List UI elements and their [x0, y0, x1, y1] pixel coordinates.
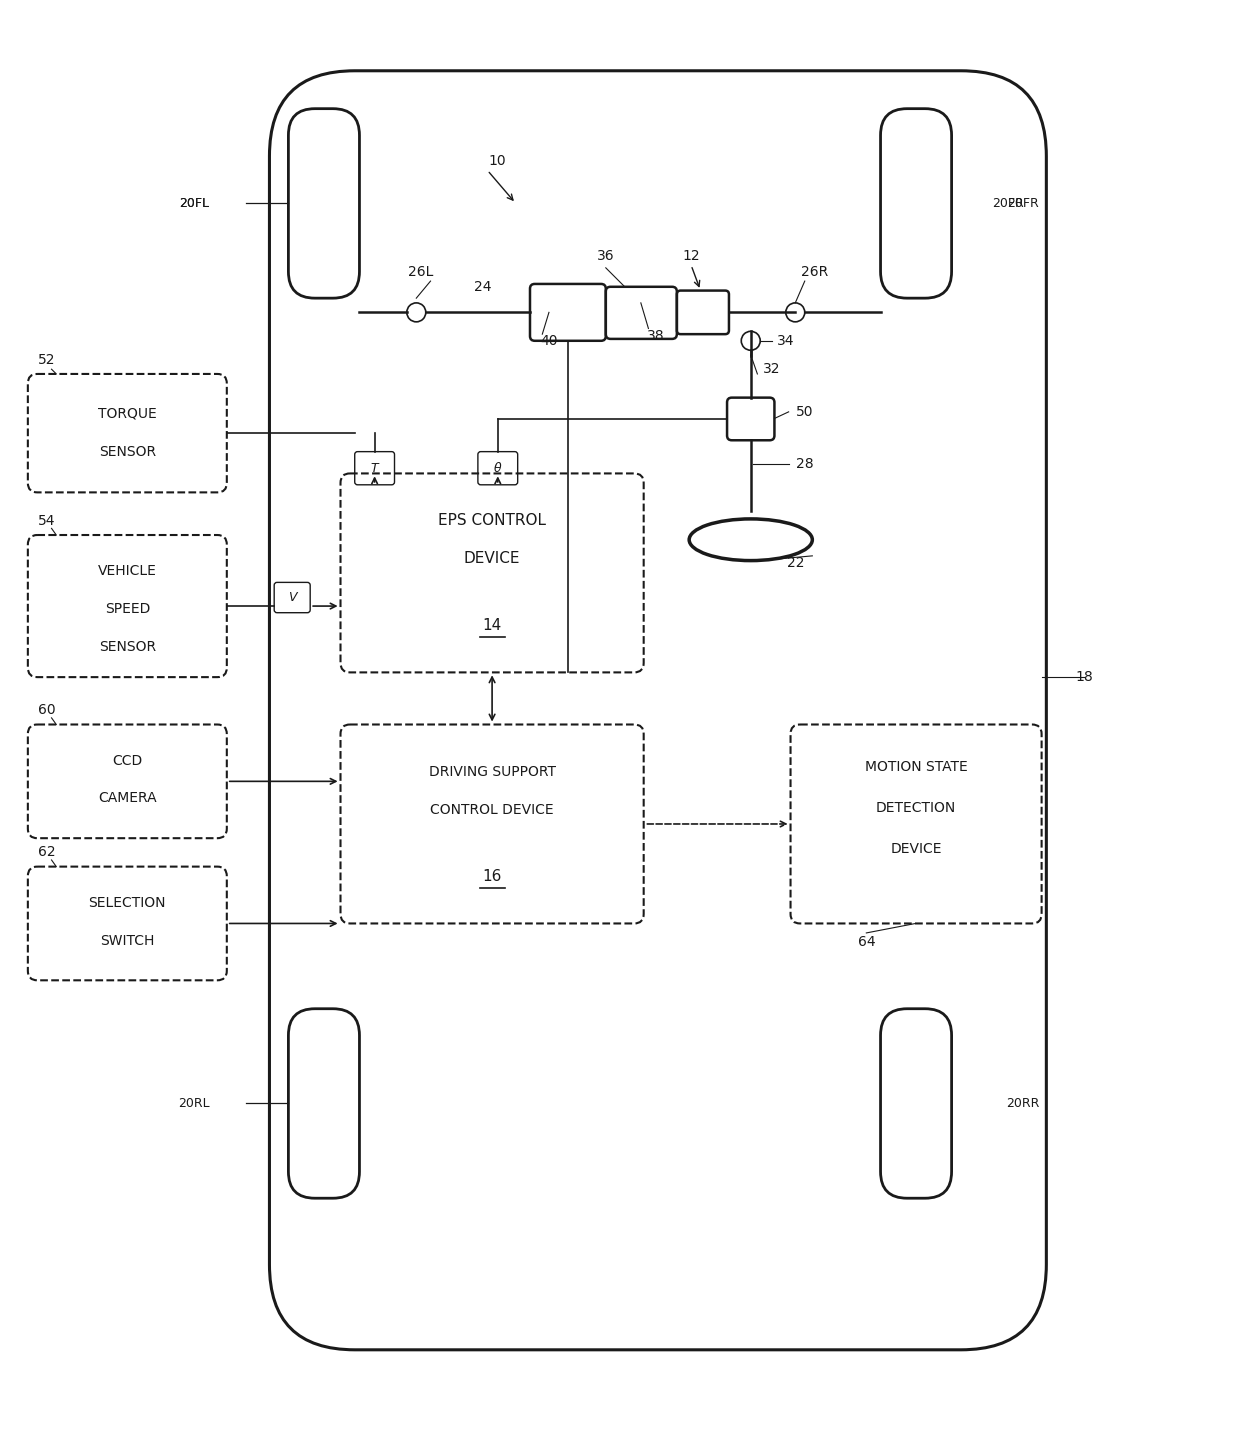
Text: 12: 12	[682, 249, 699, 262]
Text: T: T	[371, 462, 378, 475]
Text: 62: 62	[38, 845, 56, 859]
Text: CCD: CCD	[112, 753, 143, 768]
Text: 20RL: 20RL	[177, 1097, 210, 1110]
Text: 18: 18	[1075, 669, 1094, 684]
Text: SENSOR: SENSOR	[99, 445, 156, 459]
Text: TORQUE: TORQUE	[98, 407, 156, 420]
Text: SWITCH: SWITCH	[100, 933, 155, 948]
Text: 22: 22	[786, 556, 804, 571]
Text: 32: 32	[763, 362, 780, 377]
Text: θ: θ	[494, 462, 502, 475]
Text: 10: 10	[489, 154, 506, 168]
Text: 52: 52	[38, 352, 56, 367]
Text: 24: 24	[474, 280, 491, 294]
Text: 20FR: 20FR	[992, 197, 1024, 210]
Text: 36: 36	[596, 249, 615, 262]
Text: 20FR: 20FR	[1007, 197, 1039, 210]
Text: EPS CONTROL: EPS CONTROL	[438, 513, 546, 529]
Text: 60: 60	[38, 703, 56, 717]
Text: 14: 14	[482, 617, 502, 633]
Text: 20RR: 20RR	[1006, 1097, 1039, 1110]
Text: 20FL: 20FL	[179, 197, 208, 210]
Text: DEVICE: DEVICE	[464, 551, 521, 567]
Text: SENSOR: SENSOR	[99, 640, 156, 653]
Text: MOTION STATE: MOTION STATE	[864, 761, 967, 774]
Text: 28: 28	[796, 456, 813, 471]
Text: V: V	[288, 591, 296, 604]
Text: CAMERA: CAMERA	[98, 791, 156, 806]
Text: SPEED: SPEED	[104, 601, 150, 616]
Text: 16: 16	[482, 868, 502, 884]
Text: 64: 64	[858, 936, 875, 949]
Text: 34: 34	[777, 333, 795, 348]
Text: DETECTION: DETECTION	[875, 801, 956, 814]
Text: 54: 54	[38, 514, 56, 527]
Text: 50: 50	[796, 404, 813, 419]
Text: CONTROL DEVICE: CONTROL DEVICE	[430, 803, 554, 817]
Text: DRIVING SUPPORT: DRIVING SUPPORT	[429, 765, 556, 780]
Text: SELECTION: SELECTION	[88, 895, 166, 910]
Text: 26L: 26L	[408, 265, 434, 278]
Text: 20FL: 20FL	[179, 197, 208, 210]
Text: 38: 38	[647, 329, 665, 343]
Text: VEHICLE: VEHICLE	[98, 564, 156, 578]
Text: DEVICE: DEVICE	[890, 842, 942, 855]
Text: 40: 40	[541, 333, 558, 348]
Text: 26R: 26R	[801, 265, 828, 278]
